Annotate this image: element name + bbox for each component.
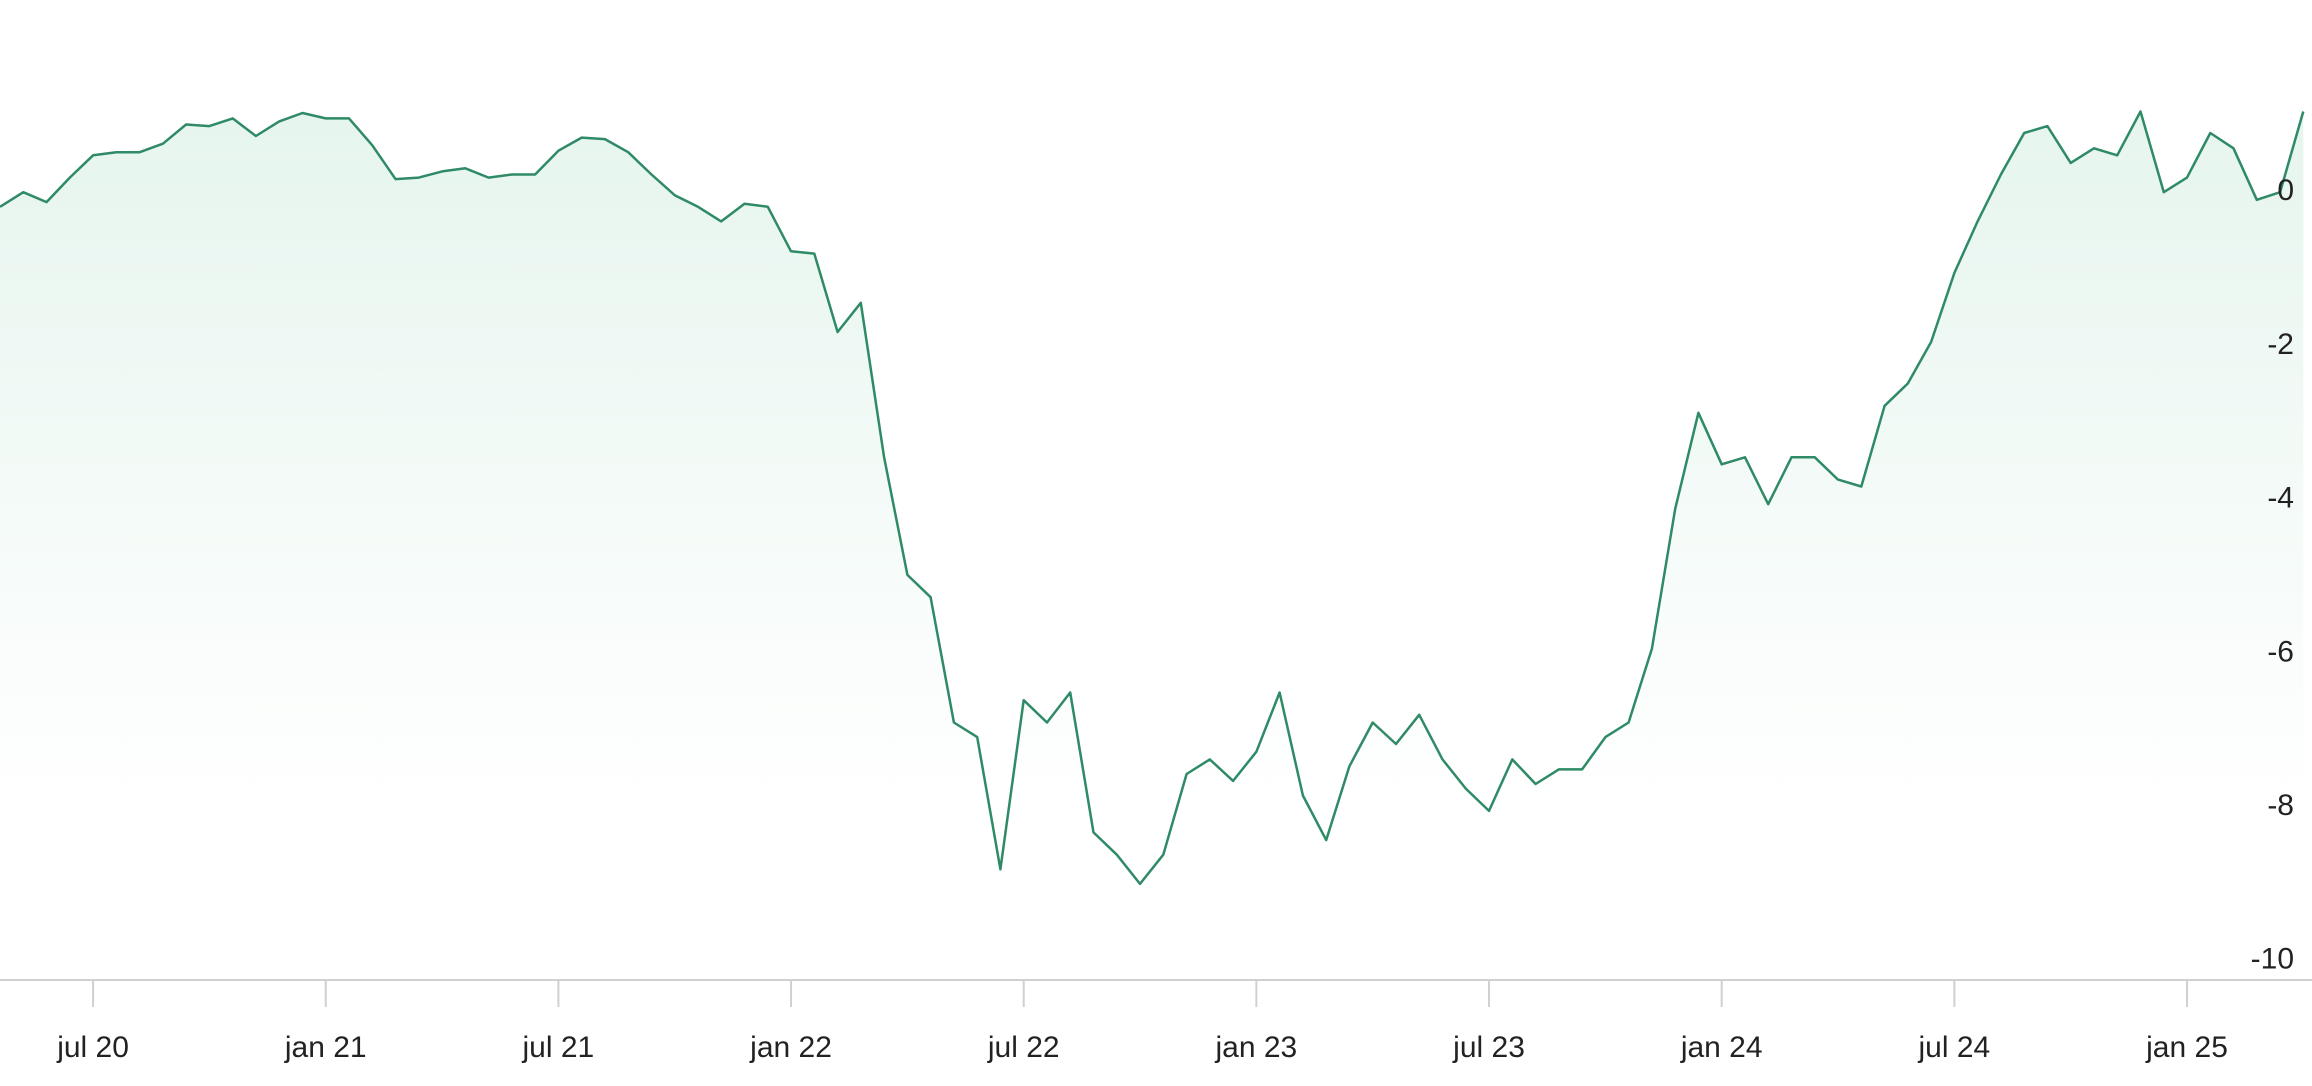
y-tick-label: -6 xyxy=(2267,635,2294,668)
x-tick-label: jan 24 xyxy=(1680,1031,1763,1064)
y-tick-label: -4 xyxy=(2267,482,2294,515)
area xyxy=(0,111,2304,980)
y-tick-label: -10 xyxy=(2251,943,2294,976)
x-tick-label: jul 22 xyxy=(987,1031,1060,1064)
x-tick-label: jul 24 xyxy=(1917,1031,1990,1064)
y-tick-label: 0 xyxy=(2277,174,2294,207)
x-tick-label: jan 22 xyxy=(749,1031,832,1064)
x-tick-label: jan 25 xyxy=(2145,1031,2228,1064)
line xyxy=(0,110,2305,886)
x-tick-label: jan 21 xyxy=(284,1031,367,1064)
x-tick-label: jan 23 xyxy=(1214,1031,1297,1064)
x-tick-label: jul 20 xyxy=(56,1031,129,1064)
x-tick-label: jul 21 xyxy=(522,1031,595,1064)
y-tick-label: -2 xyxy=(2267,328,2294,361)
x-tick-label: jul 23 xyxy=(1452,1031,1525,1064)
y-tick-label: -8 xyxy=(2267,789,2294,822)
